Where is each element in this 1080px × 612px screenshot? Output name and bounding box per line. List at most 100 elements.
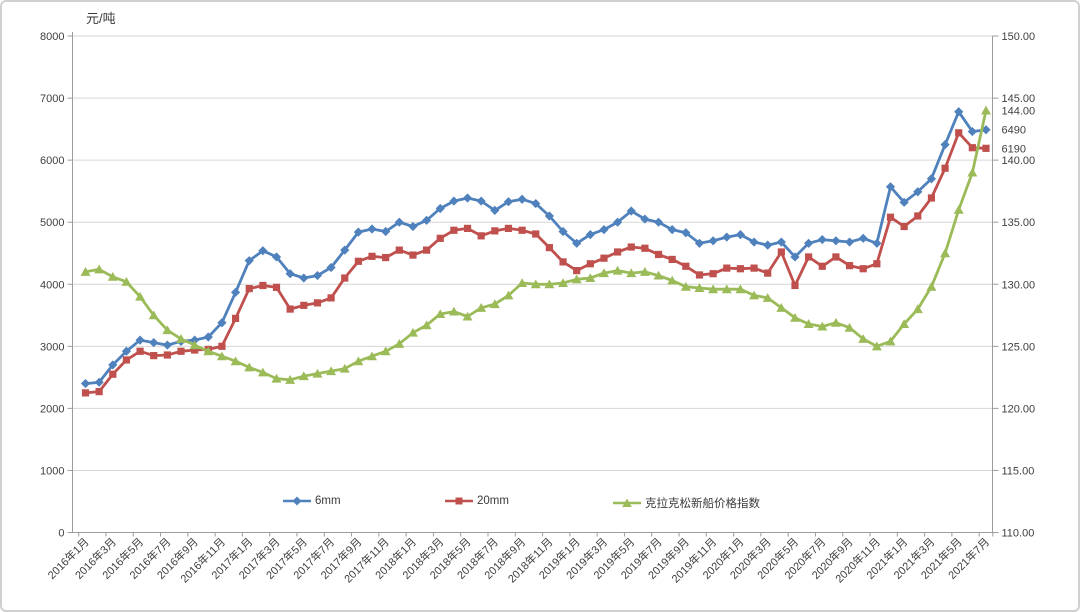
series-marker-20mm <box>218 342 226 350</box>
y-left-tick-label: 4000 <box>40 279 64 291</box>
series-marker-克拉克松新船价格指数 <box>503 290 514 300</box>
series-marker-克拉克松新船价格指数 <box>612 265 623 275</box>
series-marker-克拉克松新船价格指数 <box>148 310 159 320</box>
series-marker-6mm <box>804 238 814 248</box>
series-marker-6mm <box>763 240 773 250</box>
y-right-tick-label: 125.00 <box>1002 341 1036 353</box>
series-marker-20mm <box>914 212 922 220</box>
series-marker-克拉克松新船价格指数 <box>749 290 760 300</box>
legend-label-clarkson-index: 克拉克松新船价格指数 <box>645 498 760 510</box>
series-marker-20mm <box>573 266 581 275</box>
series-marker-6mm <box>722 232 732 242</box>
series-marker-20mm <box>245 284 253 293</box>
series-marker-克拉克松新船价格指数 <box>926 281 937 291</box>
y-left-tick-label: 5000 <box>40 217 64 229</box>
series-marker-6mm <box>940 140 950 150</box>
y-right-tick-label: 135.00 <box>1002 217 1036 229</box>
series-marker-20mm <box>654 250 663 259</box>
series-marker-20mm <box>436 234 444 242</box>
series-marker-20mm <box>682 262 690 270</box>
series-marker-6mm <box>244 256 254 266</box>
series-marker-6mm <box>681 228 691 238</box>
legend-item-6mm[interactable]: 6mm <box>282 495 341 507</box>
series-marker-克拉克松新船价格指数 <box>912 304 923 314</box>
series-marker-20mm <box>900 222 908 231</box>
series-marker-6mm <box>817 234 827 245</box>
series-marker-克拉克松新船价格指数 <box>367 351 378 361</box>
series-marker-克拉克松新船价格指数 <box>339 363 350 373</box>
series-marker-克拉克松新船价格指数 <box>708 284 719 294</box>
series-marker-克拉克松新船价格指数 <box>680 281 691 291</box>
series-marker-6mm <box>108 360 118 370</box>
series-marker-克拉克松新船价格指数 <box>844 322 855 332</box>
legend-item-clarkson-index[interactable]: 克拉克松新船价格指数 <box>612 495 760 511</box>
series-marker-6mm <box>503 197 514 207</box>
series-marker-6mm <box>790 252 800 262</box>
legend-swatch-20mm <box>445 497 473 505</box>
series-marker-克拉克松新船价格指数 <box>899 319 910 328</box>
series-marker-克拉克松新船价格指数 <box>967 167 978 177</box>
series-marker-20mm <box>136 347 144 355</box>
series-marker-20mm <box>955 129 963 137</box>
series-marker-克拉克松新船价格指数 <box>817 321 828 331</box>
legend-swatch-clarkson-index <box>613 498 641 507</box>
series-marker-20mm <box>586 260 594 268</box>
series-marker-20mm <box>313 299 322 307</box>
series-marker-6mm <box>885 182 896 192</box>
series-marker-6mm <box>735 230 746 240</box>
series-marker-20mm <box>764 269 772 277</box>
series-marker-20mm <box>982 144 990 152</box>
series-marker-6mm <box>694 238 705 248</box>
series-marker-克拉克松新船价格指数 <box>735 284 746 294</box>
series-marker-6mm <box>299 273 309 283</box>
series-marker-20mm <box>327 294 335 302</box>
series-marker-克拉克松新船价格指数 <box>176 334 187 343</box>
series-marker-20mm <box>341 274 349 282</box>
series-marker-克拉克松新船价格指数 <box>981 105 991 115</box>
series-marker-6mm <box>531 198 541 209</box>
series-marker-克拉克松新船价格指数 <box>285 375 296 384</box>
series-marker-6mm <box>312 270 323 281</box>
series-marker-20mm <box>791 281 799 290</box>
series-marker-6mm <box>844 237 855 247</box>
series-marker-20mm <box>504 224 513 232</box>
series-marker-克拉克松新船价格指数 <box>435 309 446 319</box>
series-marker-克拉克松新船价格指数 <box>121 276 132 286</box>
series-marker-克拉克松新船价格指数 <box>203 346 214 356</box>
series-marker-克拉克松新船价格指数 <box>298 371 309 381</box>
series-marker-6mm <box>640 214 650 224</box>
series-marker-6mm <box>926 174 937 184</box>
series-marker-6mm <box>831 236 841 246</box>
series-marker-20mm <box>354 257 362 265</box>
series-marker-克拉克松新船价格指数 <box>694 283 705 292</box>
series-marker-6mm <box>462 193 473 203</box>
series-marker-克拉克松新船价格指数 <box>639 267 650 276</box>
y-left-tick-label: 0 <box>58 528 64 540</box>
series-marker-20mm <box>614 248 622 256</box>
series-marker-6mm <box>94 377 104 387</box>
series-marker-20mm <box>191 346 199 354</box>
series-marker-克拉克松新船价格指数 <box>571 274 582 284</box>
legend-swatch-6mm <box>283 496 311 506</box>
series-marker-6mm <box>421 215 432 225</box>
series-marker-6mm <box>162 340 172 350</box>
series-marker-克拉克松新船价格指数 <box>789 312 800 322</box>
series-marker-克拉克松新船价格指数 <box>312 368 323 378</box>
legend-item-20mm[interactable]: 20mm <box>444 495 509 507</box>
series-marker-20mm <box>668 255 676 264</box>
y-axis-title: 元/吨 <box>86 11 116 26</box>
series-marker-6mm <box>776 237 786 247</box>
series-marker-6mm <box>230 287 241 297</box>
series-marker-克拉克松新船价格指数 <box>953 204 964 214</box>
series-marker-克拉克松新船价格指数 <box>394 339 405 348</box>
end-label-6mm: 6490 <box>1002 125 1026 137</box>
series-marker-6mm <box>149 337 159 348</box>
y-right-tick-label: 120.00 <box>1002 403 1036 415</box>
y-left-tick-label: 1000 <box>40 465 64 477</box>
series-marker-6mm <box>490 205 500 215</box>
series-marker-克拉克松新船价格指数 <box>721 284 732 294</box>
series-marker-20mm <box>545 244 553 252</box>
series-marker-20mm <box>450 226 458 234</box>
